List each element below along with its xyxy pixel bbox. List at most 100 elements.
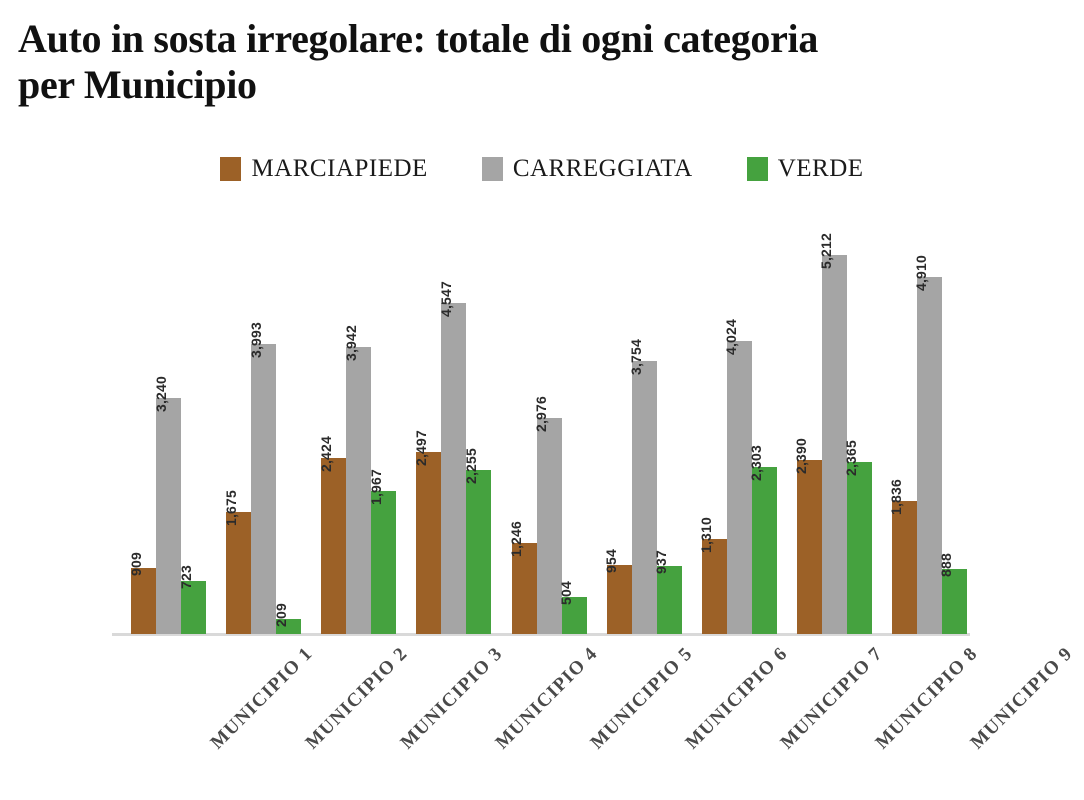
bar-value-label: 954 [603, 548, 620, 573]
bar-verde-3[interactable]: 1,967 [368, 469, 397, 634]
bar-carreggiata-1[interactable]: 3,240 [153, 376, 182, 634]
bar-rect [181, 581, 207, 634]
legend-swatch-icon [481, 156, 503, 181]
bar-value-label: 5,212 [818, 232, 835, 270]
bar-rect [656, 565, 682, 634]
bar-value-label: 909 [127, 551, 144, 576]
bar-rect [846, 462, 872, 634]
bar-verde-9[interactable]: 888 [938, 553, 967, 634]
bar-carreggiata-2[interactable]: 3,993 [248, 322, 277, 634]
bar-rect [251, 343, 277, 634]
page-title: Auto in sosta irregolare: totale di ogni… [18, 16, 819, 108]
bar-verde-5[interactable]: 504 [558, 581, 587, 634]
legend-swatch-icon [220, 156, 242, 181]
bar-value-label: 2,365 [843, 440, 860, 477]
chart-legend: MARCIAPIEDE CARREGGIATA VERDE [0, 156, 1084, 181]
bar-group: 2,497 4,547 2,255 [413, 200, 492, 634]
legend-label: VERDE [777, 155, 864, 182]
bar-group: 1,675 3,993 209 [223, 200, 302, 634]
bar-marciapiede-8[interactable]: 2,390 [793, 438, 822, 634]
legend-label: CARREGGIATA [512, 155, 693, 182]
bar-marciapiede-5[interactable]: 1,246 [508, 521, 537, 634]
bar-value-label: 2,497 [412, 430, 429, 467]
bar-carreggiata-7[interactable]: 4,024 [723, 319, 752, 634]
legend-item-verde[interactable]: VERDE [746, 155, 864, 182]
bar-verde-4[interactable]: 2,255 [463, 448, 492, 634]
bar-value-label: 4,024 [723, 319, 740, 356]
bar-value-label: 3,240 [152, 376, 169, 413]
bar-rect [726, 341, 752, 634]
bar-rect [226, 512, 252, 634]
bar-carreggiata-3[interactable]: 3,942 [343, 325, 372, 634]
bar-value-label: 2,255 [462, 448, 479, 485]
bar-value-label: 3,942 [342, 325, 359, 362]
bar-verde-8[interactable]: 2,365 [843, 440, 872, 634]
bar-marciapiede-9[interactable]: 1,836 [888, 478, 917, 634]
bar-group: 1,836 4,910 888 [888, 200, 967, 634]
bar-rect [701, 538, 727, 634]
bar-marciapiede-3[interactable]: 2,424 [318, 436, 347, 634]
bar-value-label: 2,390 [793, 438, 810, 475]
bar-carreggiata-5[interactable]: 2,976 [533, 396, 562, 634]
x-axis-label-1: MUNICIPIO 1 [206, 643, 317, 754]
bar-rect [346, 347, 372, 634]
bar-value-label: 888 [938, 553, 955, 578]
bar-rect [321, 457, 347, 634]
bar-group: 1,310 4,024 2,303 [698, 200, 777, 634]
bar-value-label: 2,424 [317, 435, 334, 472]
bar-value-label: 3,993 [247, 321, 264, 358]
bar-rect [441, 303, 467, 634]
bar-value-label: 1,246 [508, 521, 524, 558]
bar-rect [941, 569, 967, 634]
bar-value-label: 1,675 [222, 490, 239, 527]
bar-marciapiede-7[interactable]: 1,310 [698, 517, 727, 634]
bar-verde-6[interactable]: 937 [653, 550, 682, 634]
legend-item-marciapiede[interactable]: MARCIAPIEDE [220, 156, 427, 181]
bar-marciapiede-1[interactable]: 909 [128, 552, 157, 634]
legend-label: MARCIAPIEDE [251, 155, 428, 182]
bar-carreggiata-4[interactable]: 4,547 [438, 281, 467, 634]
bar-carreggiata-9[interactable]: 4,910 [913, 255, 942, 634]
bar-marciapiede-6[interactable]: 954 [603, 549, 632, 634]
bar-rect [821, 255, 847, 634]
bar-rect [156, 398, 182, 634]
bar-carreggiata-8[interactable]: 5,212 [818, 233, 847, 634]
bar-rect [796, 460, 822, 634]
bars-container: 909 3,240 723 1,675 3,993 209 2,424 3,942 1,967 2… [112, 200, 968, 634]
bar-rect [536, 417, 562, 634]
bar-rect [631, 361, 657, 634]
legend-swatch-icon [746, 156, 768, 181]
bar-value-label: 1,967 [367, 468, 384, 505]
x-axis-line [112, 633, 970, 636]
bar-rect [891, 500, 917, 634]
bar-group: 909 3,240 723 [128, 200, 207, 634]
x-axis-label-2: MUNICIPIO 2 [301, 643, 412, 754]
bar-verde-2[interactable]: 209 [273, 603, 302, 634]
bar-rect [916, 276, 942, 634]
bar-rect [371, 490, 397, 634]
bar-verde-1[interactable]: 723 [178, 565, 207, 634]
bar-rect [561, 597, 587, 634]
bar-value-label: 723 [177, 565, 194, 590]
bar-value-label: 2,303 [748, 444, 765, 481]
bar-rect [751, 466, 777, 634]
bar-verde-7[interactable]: 2,303 [748, 445, 777, 634]
bar-carreggiata-6[interactable]: 3,754 [628, 339, 657, 634]
legend-item-carreggiata[interactable]: CARREGGIATA [481, 155, 693, 182]
bar-rect [466, 470, 492, 634]
bar-group: 1,246 2,976 504 [508, 200, 587, 634]
bar-rect [276, 618, 302, 634]
bar-rect [511, 543, 537, 634]
bar-marciapiede-4[interactable]: 2,497 [413, 430, 442, 634]
bar-rect [606, 564, 632, 634]
bar-group: 954 3,754 937 [603, 200, 682, 634]
bar-value-label: 1,310 [698, 516, 715, 553]
bar-value-label: 4,547 [437, 281, 454, 318]
bar-value-label: 209 [272, 602, 289, 627]
bar-value-label: 1,836 [888, 478, 905, 515]
bar-rect [131, 567, 157, 634]
bar-group: 2,424 3,942 1,967 [318, 200, 397, 634]
bar-marciapiede-2[interactable]: 1,675 [223, 490, 252, 634]
